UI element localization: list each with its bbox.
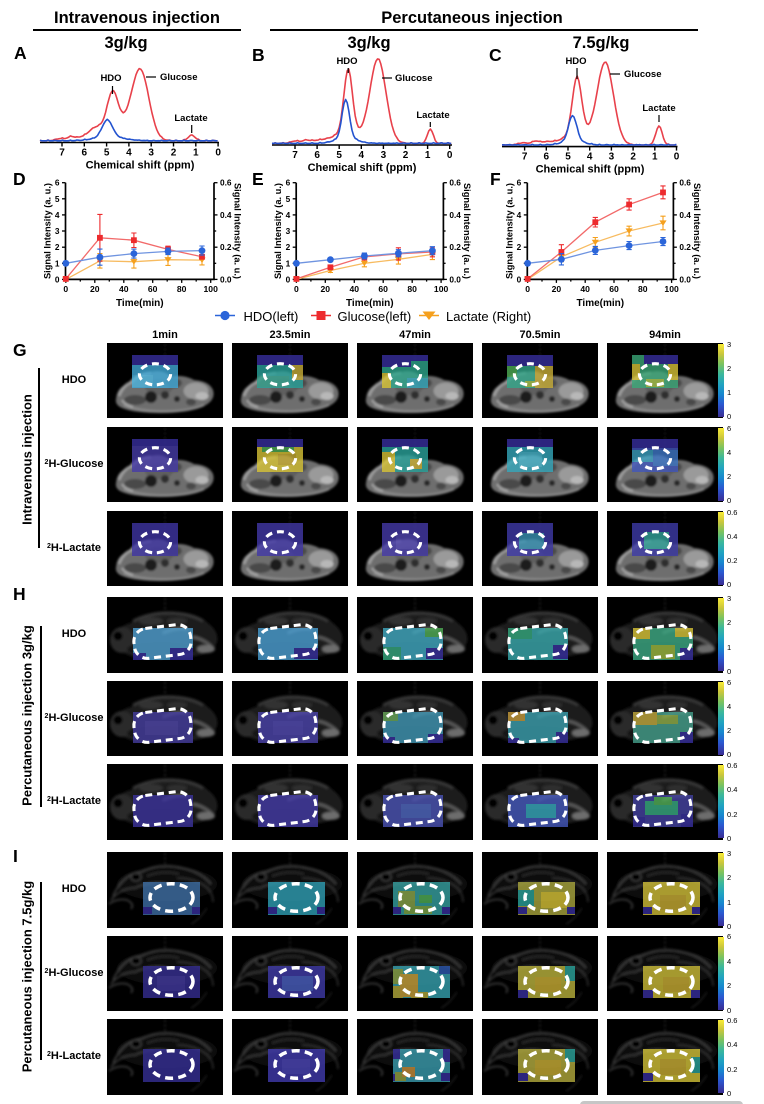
svg-text:60: 60	[378, 284, 388, 294]
svg-text:40: 40	[119, 284, 129, 294]
svg-text:7: 7	[522, 152, 528, 163]
svg-text:0: 0	[294, 284, 299, 294]
svg-text:0: 0	[63, 284, 68, 294]
svg-text:2: 2	[55, 242, 60, 252]
svg-text:0.2: 0.2	[679, 242, 691, 252]
svg-text:100: 100	[664, 284, 679, 294]
svg-text:0: 0	[525, 284, 530, 294]
svg-text:80: 80	[638, 284, 648, 294]
svg-text:2: 2	[403, 150, 409, 161]
svg-text:Signal Intensity (a. u.): Signal Intensity (a. u.)	[462, 183, 472, 279]
svg-text:Lactate: Lactate	[416, 110, 449, 121]
svg-text:0.6: 0.6	[679, 178, 691, 188]
svg-text:5: 5	[55, 194, 60, 204]
svg-text:0.6: 0.6	[449, 178, 461, 188]
svg-text:4: 4	[359, 150, 365, 161]
svg-text:Glucose: Glucose	[160, 72, 198, 83]
svg-text:5: 5	[565, 152, 571, 163]
svg-text:2: 2	[171, 148, 177, 159]
svg-text:3: 3	[55, 226, 60, 236]
svg-text:1: 1	[193, 148, 199, 159]
svg-text:Glucose: Glucose	[395, 73, 433, 84]
svg-text:0.2: 0.2	[220, 242, 232, 252]
svg-text:6: 6	[517, 178, 522, 188]
svg-text:Signal Intensity (a. u.): Signal Intensity (a. u.)	[43, 183, 53, 279]
svg-text:6: 6	[55, 178, 60, 188]
svg-text:2: 2	[630, 152, 636, 163]
svg-text:Chemical shift (ppm): Chemical shift (ppm)	[536, 164, 645, 176]
svg-text:5: 5	[104, 148, 110, 159]
svg-text:HDO: HDO	[336, 56, 357, 67]
svg-text:7: 7	[59, 148, 65, 159]
svg-text:Lactate: Lactate	[174, 113, 207, 124]
svg-text:Time(min): Time(min)	[346, 298, 394, 309]
svg-text:6: 6	[82, 148, 88, 159]
svg-text:0: 0	[517, 274, 522, 284]
svg-text:0.6: 0.6	[220, 178, 232, 188]
svg-text:5: 5	[286, 194, 291, 204]
svg-text:HDO: HDO	[100, 73, 121, 84]
svg-text:100: 100	[434, 284, 449, 294]
svg-text:0.0: 0.0	[449, 274, 461, 284]
svg-text:Chemical shift (ppm): Chemical shift (ppm)	[86, 160, 195, 172]
svg-text:1: 1	[286, 258, 291, 268]
svg-text:60: 60	[148, 284, 158, 294]
svg-text:5: 5	[336, 150, 342, 161]
svg-text:0: 0	[55, 274, 60, 284]
svg-text:80: 80	[407, 284, 417, 294]
svg-text:D: D	[13, 169, 26, 189]
svg-text:0.2: 0.2	[449, 242, 461, 252]
svg-text:0.4: 0.4	[449, 210, 461, 220]
svg-text:2: 2	[517, 242, 522, 252]
svg-text:0.0: 0.0	[679, 274, 691, 284]
svg-text:Signal Intensity (a. u.): Signal Intensity (a. u.)	[233, 183, 243, 279]
svg-text:0: 0	[447, 150, 453, 161]
svg-text:4: 4	[517, 210, 522, 220]
svg-text:A: A	[14, 43, 27, 63]
svg-text:0.0: 0.0	[220, 274, 232, 284]
svg-text:Lactate: Lactate	[642, 103, 675, 114]
svg-text:B: B	[252, 45, 265, 65]
svg-text:Time(min): Time(min)	[576, 298, 624, 309]
svg-text:0.4: 0.4	[220, 210, 232, 220]
svg-text:2: 2	[286, 242, 291, 252]
svg-text:6: 6	[544, 152, 550, 163]
svg-text:E: E	[252, 169, 264, 189]
svg-text:HDO: HDO	[565, 56, 586, 67]
svg-text:3: 3	[148, 148, 154, 159]
svg-text:100: 100	[204, 284, 219, 294]
svg-text:F: F	[490, 169, 501, 189]
svg-text:6: 6	[314, 150, 320, 161]
svg-text:20: 20	[90, 284, 100, 294]
svg-text:Signal Intensity (a. u.): Signal Intensity (a. u.)	[692, 183, 702, 279]
svg-text:C: C	[489, 45, 502, 65]
svg-text:40: 40	[350, 284, 360, 294]
svg-text:4: 4	[55, 210, 60, 220]
svg-text:Signal Intensity (a. u.): Signal Intensity (a. u.)	[504, 183, 514, 279]
svg-text:20: 20	[321, 284, 331, 294]
svg-text:Chemical shift (ppm): Chemical shift (ppm)	[308, 162, 417, 174]
svg-text:40: 40	[580, 284, 590, 294]
svg-text:20: 20	[552, 284, 562, 294]
svg-text:Signal Intensity (a. u.): Signal Intensity (a. u.)	[273, 183, 283, 279]
svg-text:4: 4	[286, 210, 291, 220]
svg-text:1: 1	[652, 152, 658, 163]
svg-text:80: 80	[177, 284, 187, 294]
svg-text:60: 60	[609, 284, 619, 294]
svg-text:0: 0	[674, 152, 680, 163]
svg-text:3: 3	[286, 226, 291, 236]
svg-text:0.4: 0.4	[679, 210, 691, 220]
svg-text:1: 1	[425, 150, 431, 161]
svg-text:0: 0	[286, 274, 291, 284]
svg-text:Glucose: Glucose	[624, 69, 662, 80]
svg-text:3: 3	[609, 152, 615, 163]
svg-text:1: 1	[55, 258, 60, 268]
svg-text:7: 7	[292, 150, 298, 161]
svg-text:6: 6	[286, 178, 291, 188]
svg-text:3: 3	[381, 150, 387, 161]
svg-text:4: 4	[126, 148, 132, 159]
svg-text:0: 0	[215, 148, 221, 159]
svg-text:Time(min): Time(min)	[116, 298, 164, 309]
svg-text:4: 4	[587, 152, 593, 163]
